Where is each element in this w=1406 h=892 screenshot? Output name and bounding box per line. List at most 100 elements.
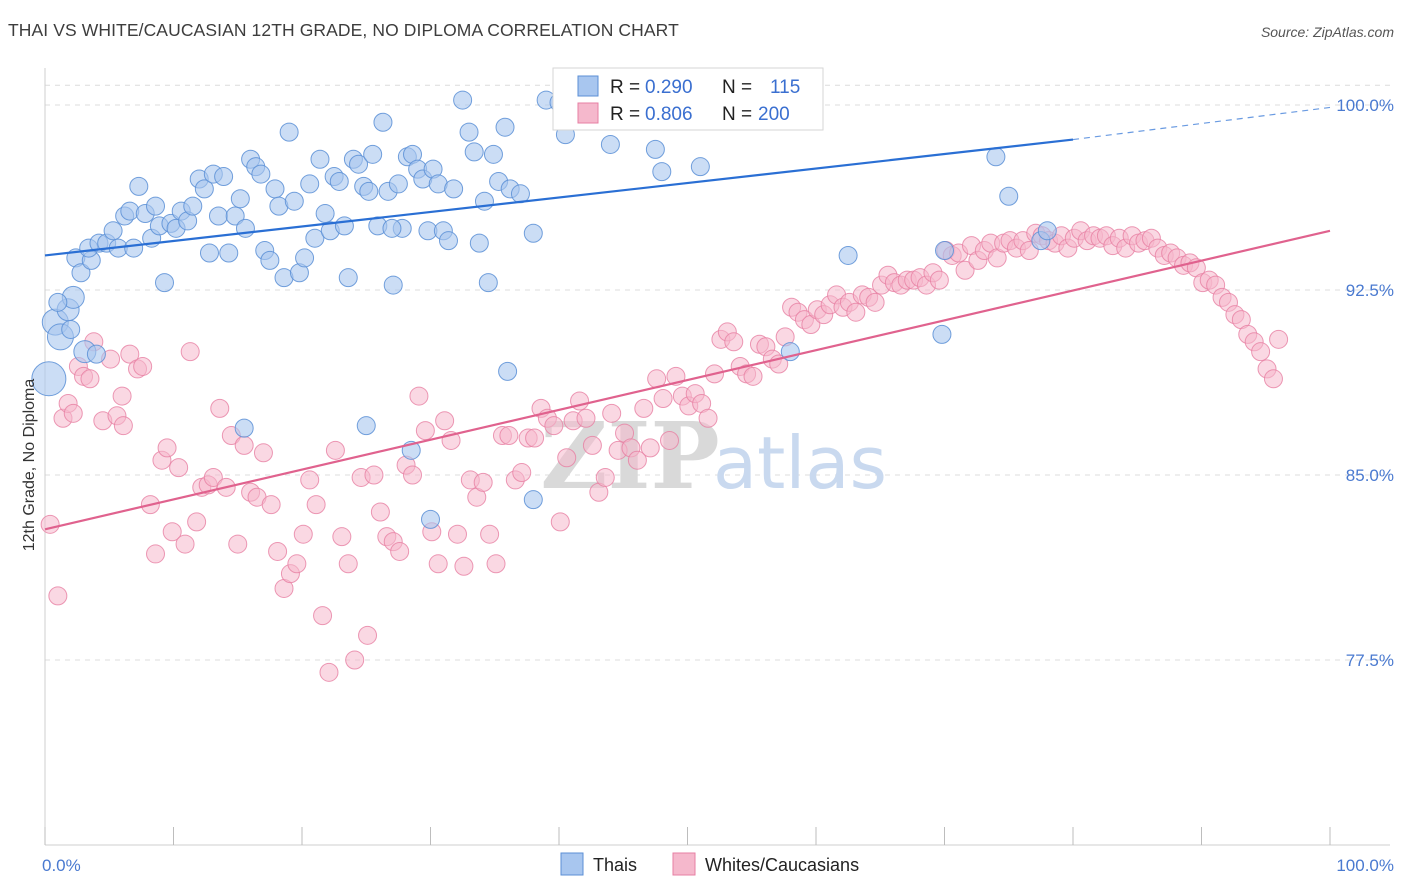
white-point-7 — [80, 369, 100, 389]
white-point-27 — [203, 467, 223, 487]
white-point-85 — [576, 408, 596, 428]
thai-point-80 — [453, 90, 473, 110]
thai-point-68 — [388, 174, 408, 194]
thai-point-58 — [338, 268, 358, 288]
white-point-144 — [955, 260, 975, 280]
white-point-66 — [454, 556, 474, 576]
x-tick-label-1: 100.0% — [1336, 856, 1394, 875]
white-point-127 — [846, 302, 866, 322]
thai-point-111 — [838, 245, 858, 265]
white-point-35 — [253, 443, 273, 463]
thai-point-67 — [383, 275, 403, 295]
white-point-77 — [525, 428, 545, 448]
y-tick-label-1: 85.0% — [1346, 466, 1394, 485]
white-point-22 — [175, 534, 195, 554]
white-point-46 — [325, 440, 345, 460]
white-point-140 — [929, 270, 949, 290]
white-point-44 — [313, 606, 333, 626]
thai-point-99 — [356, 416, 376, 436]
thai-point-65 — [373, 112, 393, 132]
thai-point-12 — [103, 221, 123, 241]
y-tick-label-3: 100.0% — [1336, 96, 1394, 115]
thai-point-27 — [183, 196, 203, 216]
thai-point-109 — [999, 186, 1019, 206]
chart-source: Source: ZipAtlas.com — [1260, 24, 1394, 40]
white-point-70 — [480, 524, 500, 544]
white-point-45 — [319, 662, 339, 682]
legend-r-label-thai: R = — [610, 77, 640, 98]
white-point-48 — [338, 554, 358, 574]
thai-point-63 — [363, 144, 383, 164]
white-point-52 — [364, 465, 384, 485]
white-point-42 — [300, 470, 320, 490]
x-tick-label-0: 0.0% — [42, 856, 81, 875]
legend-r-value-thai: 0.290 — [645, 77, 693, 98]
white-point-88 — [595, 467, 615, 487]
white-point-23 — [180, 342, 200, 362]
thai-point-29 — [194, 179, 214, 199]
thai-point-87 — [495, 117, 515, 137]
thai-point-40 — [251, 164, 271, 184]
thai-point-53 — [315, 204, 335, 224]
white-point-62 — [428, 554, 448, 574]
bottom-legend-swatch-thai — [560, 852, 584, 876]
thai-point-95 — [645, 139, 665, 159]
thai-point-49 — [295, 248, 315, 268]
white-point-73 — [499, 426, 519, 446]
series-thai-points — [31, 90, 1057, 529]
thai-point-60 — [349, 154, 369, 174]
thai-point-101 — [523, 490, 543, 510]
thai-point-113 — [382, 218, 402, 238]
white-point-32 — [234, 435, 254, 455]
white-point-36 — [261, 495, 281, 515]
thai-point-78 — [438, 231, 458, 251]
white-point-130 — [865, 292, 885, 312]
white-point-193 — [1269, 329, 1289, 349]
thai-point-81 — [459, 122, 479, 142]
white-point-47 — [332, 527, 352, 547]
thai-point-35 — [225, 206, 245, 226]
white-point-192 — [1263, 369, 1283, 389]
white-point-95 — [640, 438, 660, 458]
thai-point-83 — [469, 233, 489, 253]
legend-n-value-white: 200 — [758, 104, 790, 125]
thai-point-105 — [935, 241, 954, 261]
thai-point-98 — [421, 509, 440, 529]
bottom-legend-label-thai: Thais — [593, 855, 637, 875]
bottom-legend-label-white: Whites/Caucasians — [705, 855, 859, 875]
thai-trend-line — [44, 138, 1074, 257]
white-point-49 — [345, 650, 365, 670]
white-point-94 — [634, 398, 654, 418]
x-tick-labels: 0.0% 100.0% — [42, 856, 1394, 875]
white-point-43 — [306, 495, 326, 515]
thai-point-102 — [498, 361, 518, 381]
thai-point-34 — [219, 243, 239, 263]
watermark-atlas: atlas — [713, 421, 887, 505]
white-point-63 — [435, 411, 455, 431]
white-point-69 — [473, 472, 493, 492]
thai-point-56 — [329, 171, 349, 191]
white-point-28 — [210, 398, 230, 418]
white-point-41 — [293, 524, 313, 544]
legend: R = 0.290 N = 115 R = 0.806 N = 200 — [552, 67, 824, 131]
white-point-93 — [627, 450, 647, 470]
white-point-12 — [113, 416, 133, 436]
legend-r-value-white: 0.806 — [645, 104, 693, 125]
thai-point-16 — [124, 238, 144, 258]
white-point-97 — [653, 389, 673, 409]
thai-point-17 — [129, 176, 149, 196]
white-point-51 — [358, 625, 378, 645]
thai-point-22 — [155, 273, 175, 293]
y-tick-label-0: 77.5% — [1346, 651, 1394, 670]
white-point-19 — [157, 438, 177, 458]
thai-point-85 — [483, 144, 503, 164]
legend-n-label-white: N = — [722, 104, 752, 125]
white-point-20 — [162, 522, 182, 542]
white-point-65 — [447, 524, 467, 544]
thai-point-90 — [523, 223, 543, 243]
thai-point-116 — [86, 344, 106, 364]
thai-point-20 — [146, 196, 166, 216]
thai-point-47 — [284, 191, 304, 211]
axes — [44, 68, 1390, 846]
